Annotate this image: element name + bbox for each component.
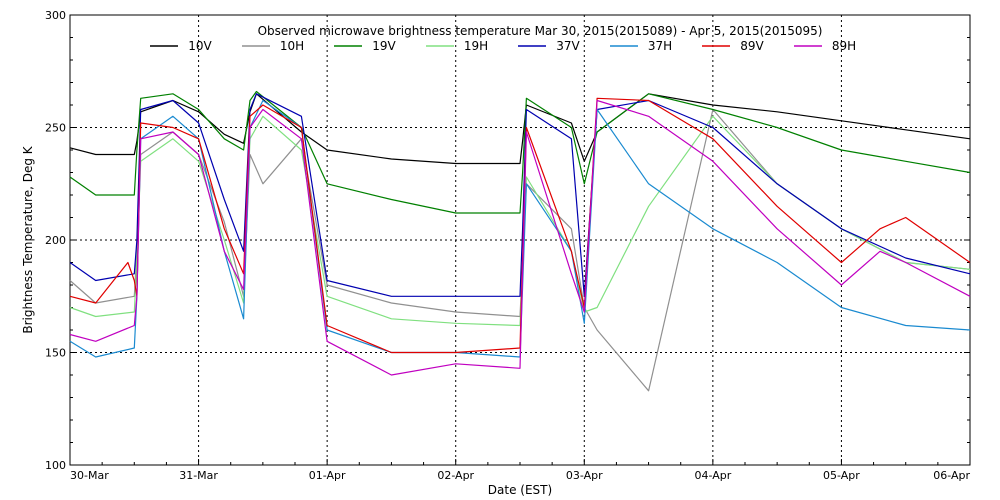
x-tick-label: 31-Mar bbox=[179, 469, 218, 482]
series-line-19h bbox=[69, 115, 971, 327]
x-tick-label: 02-Apr bbox=[437, 469, 474, 482]
series-line-10h bbox=[69, 108, 971, 392]
legend-label-10h: 10H bbox=[280, 39, 304, 53]
y-tick-label: 100 bbox=[45, 459, 66, 472]
legend: 10V 10H 19V 19H 37V 37H 89V 89H bbox=[150, 39, 856, 53]
x-tick-label: 06-Apr bbox=[933, 469, 970, 482]
legend-label-89v: 89V bbox=[740, 39, 764, 53]
series-line-89h bbox=[69, 99, 971, 376]
legend-label-19h: 19H bbox=[464, 39, 488, 53]
x-tick-label: 04-Apr bbox=[694, 469, 731, 482]
y-tick-label: 150 bbox=[45, 347, 66, 360]
x-tick-label: 01-Apr bbox=[309, 469, 346, 482]
y-tick-label: 200 bbox=[45, 234, 66, 247]
legend-label-37h: 37H bbox=[648, 39, 672, 53]
tick-layer: 100 150 200 250 300 30-Mar 31-Mar 01-Apr 02-Apr 0… bbox=[45, 9, 971, 482]
y-tick-label: 300 bbox=[45, 9, 66, 22]
legend-label-19v: 19V bbox=[372, 39, 396, 53]
x-axis-label: Date (EST) bbox=[488, 483, 552, 497]
legend-label-89h: 89H bbox=[832, 39, 856, 53]
series-line-37h bbox=[69, 99, 971, 358]
series-line-10v bbox=[69, 93, 971, 165]
x-tick-label: 05-Apr bbox=[823, 469, 860, 482]
series-line-37v bbox=[69, 93, 971, 297]
series-layer bbox=[69, 90, 971, 392]
legend-label-37v: 37V bbox=[556, 39, 580, 53]
legend-label-10v: 10V bbox=[188, 39, 212, 53]
chart-title: Observed microwave brightness temperatur… bbox=[258, 24, 823, 38]
grid-layer bbox=[70, 15, 970, 465]
x-tick-label: 30-Mar bbox=[70, 469, 109, 482]
x-tick-label: 03-Apr bbox=[566, 469, 603, 482]
y-tick-label: 250 bbox=[45, 122, 66, 135]
series-line-19v bbox=[69, 90, 971, 214]
y-axis-label: Brightness Temperature, Deg K bbox=[21, 145, 35, 333]
